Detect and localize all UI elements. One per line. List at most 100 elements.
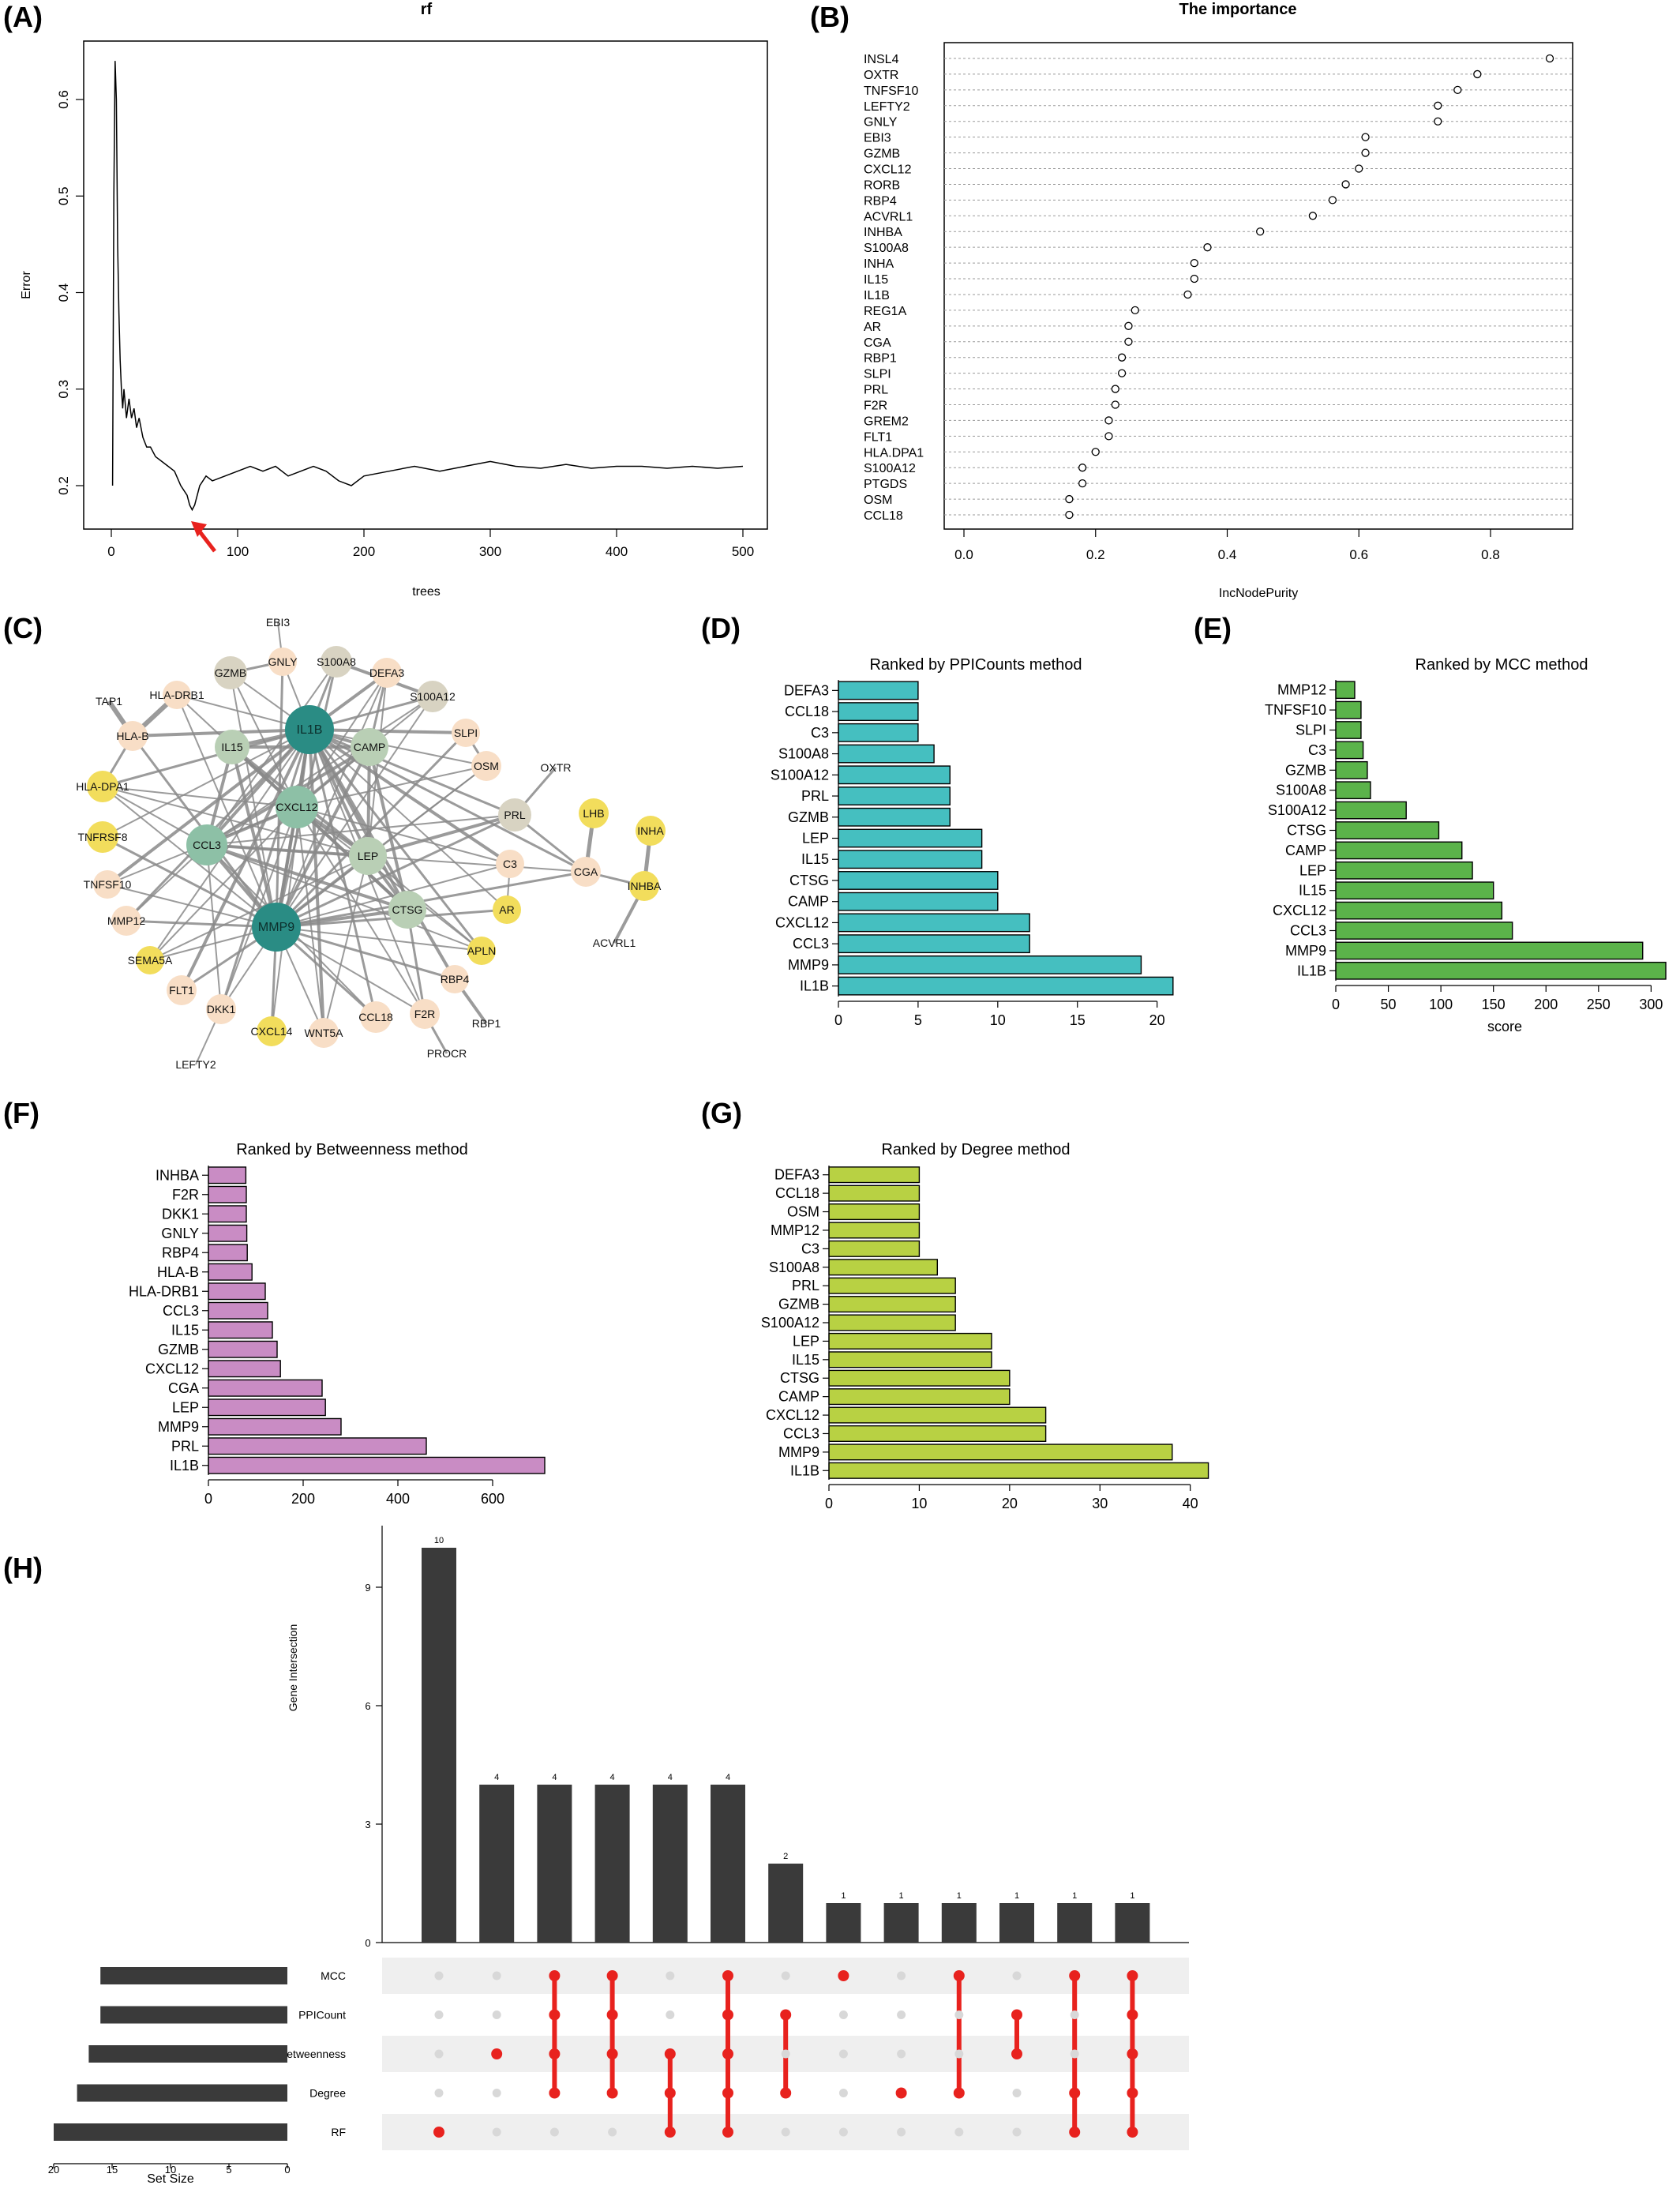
chart-h-membership-dot [492, 2127, 501, 2137]
chart-h-set-name: PPICount [298, 2009, 346, 2022]
chart-b-point [1111, 400, 1119, 409]
chart-g-category-label: MMP12 [771, 1222, 819, 1238]
chart-f-bar [208, 1437, 427, 1455]
chart-h-membership-dot [433, 2127, 444, 2138]
chart-g-category-label: CAMP [778, 1389, 819, 1405]
network-edge [276, 870, 587, 929]
chart-d-category-label: IL15 [801, 851, 829, 867]
chart-h-intersection-bar [999, 1903, 1034, 1943]
chart-f-category-label: INHBA [156, 1167, 199, 1183]
chart-h-membership-dot [895, 2087, 907, 2099]
chart-g-category-label: PRL [792, 1278, 819, 1293]
chart-e-category-label: IL15 [1299, 883, 1326, 899]
chart-g-bar [828, 1332, 992, 1350]
panel-d-ppicounts-bar-chart: Ranked by PPICounts method DEFA3 CCL18 C3 S… [771, 656, 1174, 1028]
chart-h-membership-dot [780, 2009, 792, 2021]
chart-d-bar [838, 828, 983, 848]
network-node-label: CXCL14 [251, 1025, 293, 1038]
chart-f-category-label: CCL3 [163, 1303, 199, 1319]
chart-b-category-label: CXCL12 [864, 163, 912, 177]
chart-h-bar-value-label: 1 [1014, 1891, 1019, 1901]
network-node-label: GNLY [268, 655, 298, 668]
chart-g-category-label: CCL3 [783, 1425, 819, 1441]
chart-f-bar [208, 1263, 253, 1281]
network-node-label: HLA-DRB1 [149, 689, 204, 701]
network-node [321, 646, 352, 678]
chart-g-bar [828, 1277, 956, 1294]
network-node-label: OXTR [541, 761, 572, 774]
chart-h-membership-dot [722, 2127, 733, 2138]
chart-b-category-label: PTGDS [864, 478, 907, 491]
network-node-label: SLPI [454, 726, 478, 739]
chart-h-bar-value-label: 4 [610, 1773, 615, 1782]
chart-e-category-label: CCL3 [1290, 923, 1326, 939]
network-node-label: PROCR [427, 1047, 467, 1060]
chart-f-bar [208, 1224, 248, 1242]
chart-h-membership-dot [491, 2048, 503, 2059]
chart-d-xtick-label: 10 [990, 1012, 1006, 1028]
chart-f-xtick-label: 200 [291, 1491, 315, 1507]
chart-b-point [1203, 243, 1212, 252]
chart-h-membership-dot [1127, 1970, 1138, 1981]
chart-h-membership-dot [549, 2048, 561, 2059]
network-node [118, 721, 148, 751]
chart-g-category-label: S100A12 [761, 1315, 819, 1331]
chart-f-bar [208, 1301, 268, 1320]
chart-f-bar [208, 1417, 342, 1436]
chart-h-membership-dot [781, 2049, 790, 2059]
panel-b-importance-chart: The importance IncNodePurity INSL4 OXTR TN… [864, 1, 1573, 600]
chart-g-bar [828, 1351, 992, 1368]
chart-b-point [1117, 369, 1127, 377]
chart-e-bar [1335, 941, 1644, 960]
network-edge [296, 806, 511, 865]
chart-b-point [1104, 432, 1113, 441]
chart-h-intersection-bar [537, 1785, 572, 1943]
network-node-label: S100A12 [410, 690, 456, 703]
chart-b-point [1104, 416, 1113, 425]
network-edge [132, 728, 310, 738]
network-node-label: DKK1 [207, 1003, 236, 1016]
panel-label-e: (E) [1194, 612, 1232, 644]
network-node [268, 648, 297, 676]
chart-d-category-label: GZMB [788, 809, 829, 825]
network-edge [308, 729, 483, 952]
network-node-label: WNT5A [305, 1027, 344, 1039]
chart-b-category-label: LEFTY2 [864, 100, 910, 114]
chart-d-category-label: S100A8 [778, 746, 829, 762]
chart-h-membership-dot [1070, 2010, 1079, 2019]
chart-b-category-label: INSL4 [864, 53, 899, 66]
chart-h-membership-dot [664, 2127, 676, 2138]
chart-g-category-label: CXCL12 [766, 1407, 819, 1423]
network-node-label: LEP [358, 850, 378, 862]
network-node [629, 871, 659, 901]
chart-h-membership-dot [666, 1971, 675, 1980]
network-node-label: INHBA [628, 880, 662, 892]
chart-h-membership-dot [434, 2049, 444, 2059]
network-node [636, 816, 666, 846]
chart-b-category-label: S100A8 [864, 242, 909, 255]
chart-b-category-label: IL1B [864, 289, 890, 302]
chart-h-bar-value-label: 1 [1130, 1891, 1134, 1901]
network-edge [275, 661, 284, 928]
network-edge [125, 728, 311, 922]
network-edge [206, 843, 408, 911]
chart-g-category-label: IL1B [790, 1462, 819, 1478]
chart-b-category-label: HLA.DPA1 [864, 446, 924, 460]
network-node [215, 730, 249, 764]
chart-d-category-label: PRL [801, 788, 829, 804]
network-node-label: CCL3 [193, 839, 221, 851]
chart-f-bar [208, 1398, 326, 1417]
network-edge [309, 729, 487, 767]
network-node [351, 728, 388, 766]
chart-g-xtick-label: 10 [911, 1496, 927, 1511]
network-node [417, 681, 448, 712]
network-edge [276, 863, 511, 928]
chart-h-membership-dot [722, 2009, 733, 2021]
network-edge [309, 728, 467, 734]
chart-b-xtick-label: 0.8 [1481, 547, 1500, 562]
network-node-label: TNFSF10 [84, 878, 132, 891]
chart-g-bar [828, 1222, 921, 1239]
chart-g-bar [828, 1388, 1011, 1406]
chart-b-category-label: S100A12 [864, 462, 916, 475]
chart-e-category-label: LEP [1299, 862, 1326, 878]
